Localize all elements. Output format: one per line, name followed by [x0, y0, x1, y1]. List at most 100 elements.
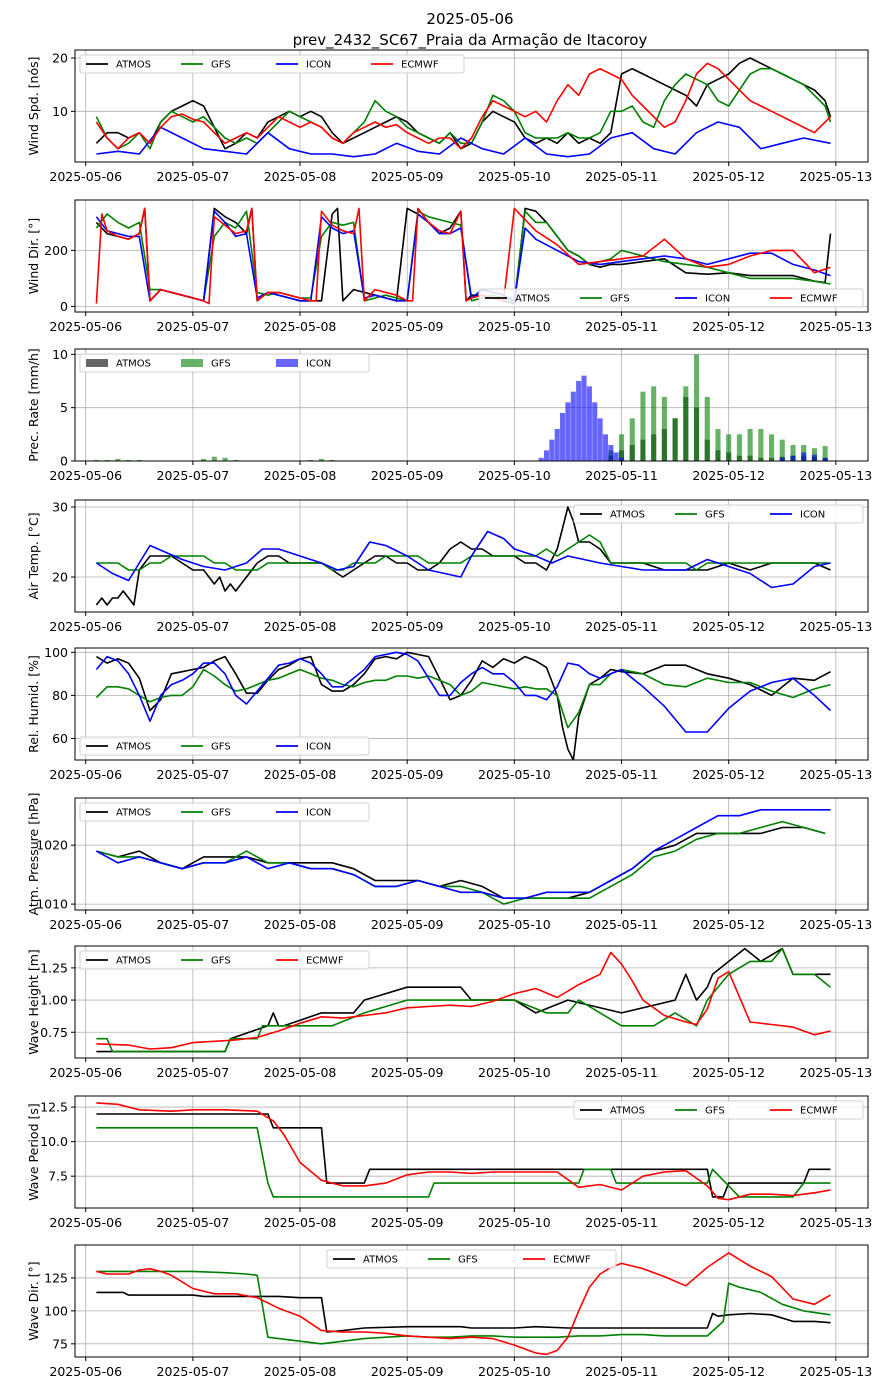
series-line-icon	[95, 651, 832, 733]
x-tick-label: 2025-05-08	[264, 619, 337, 634]
legend-label-gfs: GFS	[610, 294, 630, 305]
x-tick-label: 2025-05-06	[49, 1364, 122, 1379]
x-tick-label: 2025-05-12	[692, 319, 765, 334]
x-tick-label: 2025-05-12	[692, 468, 765, 483]
x-tick-label: 2025-05-07	[157, 767, 230, 782]
y-tick-label: 1010	[36, 897, 68, 912]
legend-label-ecmwf: ECMWF	[800, 1106, 838, 1117]
legend: ATMOS GFS ICON ECMWF	[478, 288, 864, 308]
y-axis-label: Air Temp. [°C]	[26, 512, 41, 599]
bar-icon	[586, 386, 592, 461]
bar-gfs	[318, 458, 325, 461]
legend: ATMOS GFS ICON ECMWF	[79, 54, 465, 74]
y-axis-label: Rel. Humid. [%]	[26, 655, 41, 753]
figure-subtitle: prev_2432_SC67_Praia da Armação de Itaco…	[293, 31, 648, 50]
bar-icon	[613, 452, 619, 461]
y-tick-label: 80	[52, 688, 68, 703]
bar-icon	[811, 454, 817, 461]
bar-gfs	[672, 418, 678, 461]
y-tick-label: 12.5	[40, 1100, 68, 1115]
bar-gfs	[308, 459, 314, 461]
bar-icon	[549, 439, 555, 461]
y-tick-label: 75	[52, 1336, 68, 1351]
legend-box	[573, 1100, 864, 1120]
panels: 2025-05-06 2025-05-07 2025-05-08 2025-05-09…	[26, 49, 873, 1379]
y-tick-label: 60	[52, 731, 68, 746]
x-tick-label: 2025-05-13	[800, 1364, 873, 1379]
bar-icon	[592, 402, 598, 461]
plot-area	[95, 506, 831, 606]
x-tick-label: 2025-05-08	[264, 319, 337, 334]
x-tick-label: 2025-05-13	[800, 468, 873, 483]
series-line-atmos	[96, 1113, 831, 1198]
x-tick-label: 2025-05-07	[157, 1215, 230, 1230]
legend-label-icon: ICON	[306, 808, 331, 819]
legend-label-ecmwf: ECMWF	[800, 294, 838, 305]
series-line-atmos	[95, 651, 831, 760]
axes-frame	[74, 1095, 869, 1209]
x-tick-label: 2025-05-13	[800, 917, 873, 932]
x-tick-label: 2025-05-09	[371, 169, 444, 184]
legend: ATMOS GFS ICON	[79, 736, 370, 756]
x-tick-label: 2025-05-09	[371, 468, 444, 483]
x-tick-label: 2025-05-13	[800, 319, 873, 334]
y-tick-label: 0	[60, 454, 68, 469]
x-tick-label: 2025-05-07	[157, 319, 230, 334]
bar-gfs	[93, 459, 99, 461]
series-line-gfs	[95, 67, 832, 150]
y-tick-label: 100	[44, 645, 68, 660]
x-tick-label: 2025-05-13	[800, 169, 873, 184]
plot-area	[95, 57, 832, 158]
x-tick-label: 2025-05-09	[371, 619, 444, 634]
x-tick-label: 2025-05-11	[585, 1364, 658, 1379]
y-axis-label: Wave Height [m]	[26, 949, 41, 1055]
legend-label-gfs: GFS	[211, 359, 231, 370]
bar-gfs	[115, 458, 121, 461]
legend-label-gfs: GFS	[211, 808, 231, 819]
x-tick-label: 2025-05-06	[49, 468, 122, 483]
x-tick-label: 2025-05-10	[478, 319, 551, 334]
legend-box	[79, 353, 370, 373]
bar-gfs	[233, 459, 239, 461]
x-tick-label: 2025-05-06	[49, 169, 122, 184]
bar-icon	[538, 457, 544, 461]
series-line-ecmwf	[95, 207, 831, 305]
panel-2: 2025-05-06 2025-05-07 2025-05-08 2025-05-09…	[26, 199, 873, 334]
x-tick-label: 2025-05-08	[264, 1364, 337, 1379]
x-tick-label: 2025-05-13	[800, 1215, 873, 1230]
legend-box	[573, 504, 864, 524]
x-tick-label: 2025-05-11	[585, 767, 658, 782]
bar-gfs	[715, 429, 721, 461]
y-tick-label: 0	[60, 299, 68, 314]
x-tick-label: 2025-05-08	[264, 468, 337, 483]
bar-gfs	[618, 434, 625, 461]
legend-label-gfs: GFS	[211, 956, 231, 967]
legend-label-icon: ICON	[306, 60, 331, 71]
bar-gfs	[222, 457, 228, 461]
legend: ATMOS GFS ECMWF	[573, 1100, 864, 1120]
axes-frame	[74, 499, 869, 613]
bar-gfs	[726, 434, 732, 461]
x-tick-label: 2025-05-12	[692, 1364, 765, 1379]
x-tick-label: 2025-05-08	[264, 767, 337, 782]
legend-label-gfs: GFS	[458, 1255, 478, 1266]
legend-box	[79, 54, 465, 74]
x-tick-label: 2025-05-11	[585, 319, 658, 334]
x-tick-label: 2025-05-08	[264, 917, 337, 932]
plot-area	[96, 808, 831, 905]
x-tick-label: 2025-05-08	[264, 1065, 337, 1080]
bar-gfs	[769, 434, 775, 461]
y-axis-label: Atm. Pressure [hPa]	[26, 792, 41, 915]
y-tick-label: 100	[44, 1303, 68, 1318]
x-tick-label: 2025-05-07	[157, 169, 230, 184]
x-tick-label: 2025-05-09	[371, 1065, 444, 1080]
y-tick-label: 10	[52, 104, 68, 119]
series-line-icon	[96, 808, 831, 900]
legend-box	[79, 950, 370, 970]
panel-3: 2025-05-06 2025-05-07 2025-05-08 2025-05-09…	[26, 347, 872, 483]
legend: ATMOS GFS ICON	[79, 353, 370, 373]
legend-label-atmos: ATMOS	[116, 808, 151, 819]
series-line-ecmwf	[96, 1252, 831, 1356]
x-tick-label: 2025-05-11	[585, 619, 658, 634]
legend-label-icon: ICON	[306, 359, 331, 370]
